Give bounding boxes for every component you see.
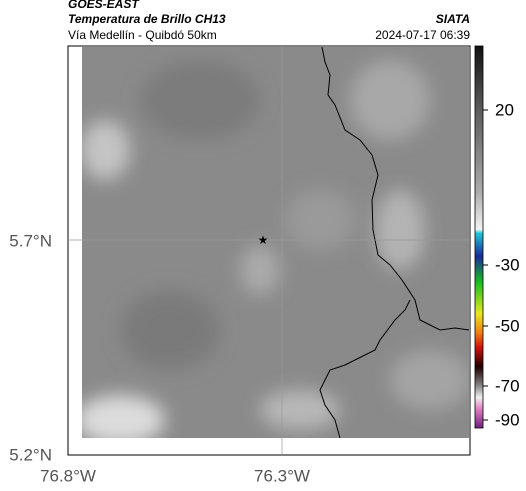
route-label: Vía Medellín - Quibdó 50km: [68, 28, 217, 42]
satellite-label: GOES-EAST: [68, 0, 140, 11]
lat-tick-label: 5.7°N: [9, 231, 52, 250]
timestamp: 2024-07-17 06:39: [375, 28, 470, 42]
colorbar-tick-label: -30: [495, 255, 520, 274]
colorbar-ticks: 20 -30 -50 -70 -90: [483, 100, 520, 429]
colorbar: [474, 45, 484, 429]
colorbar-tick-label: 20: [495, 100, 514, 119]
lon-tick-label: 76.3°W: [254, 466, 310, 485]
lat-tick-label: 5.2°N: [9, 445, 52, 464]
source-label: SIATA: [436, 12, 470, 26]
satellite-image: [82, 47, 469, 438]
product-title: Temperatura de Brillo CH13: [68, 12, 226, 26]
colorbar-tick-label: -90: [495, 410, 520, 429]
lon-tick-label: 76.8°W: [40, 466, 96, 485]
svg-text:★: ★: [258, 233, 269, 247]
colorbar-tick-label: -50: [495, 316, 520, 335]
colorbar-tick-label: -70: [495, 376, 520, 395]
